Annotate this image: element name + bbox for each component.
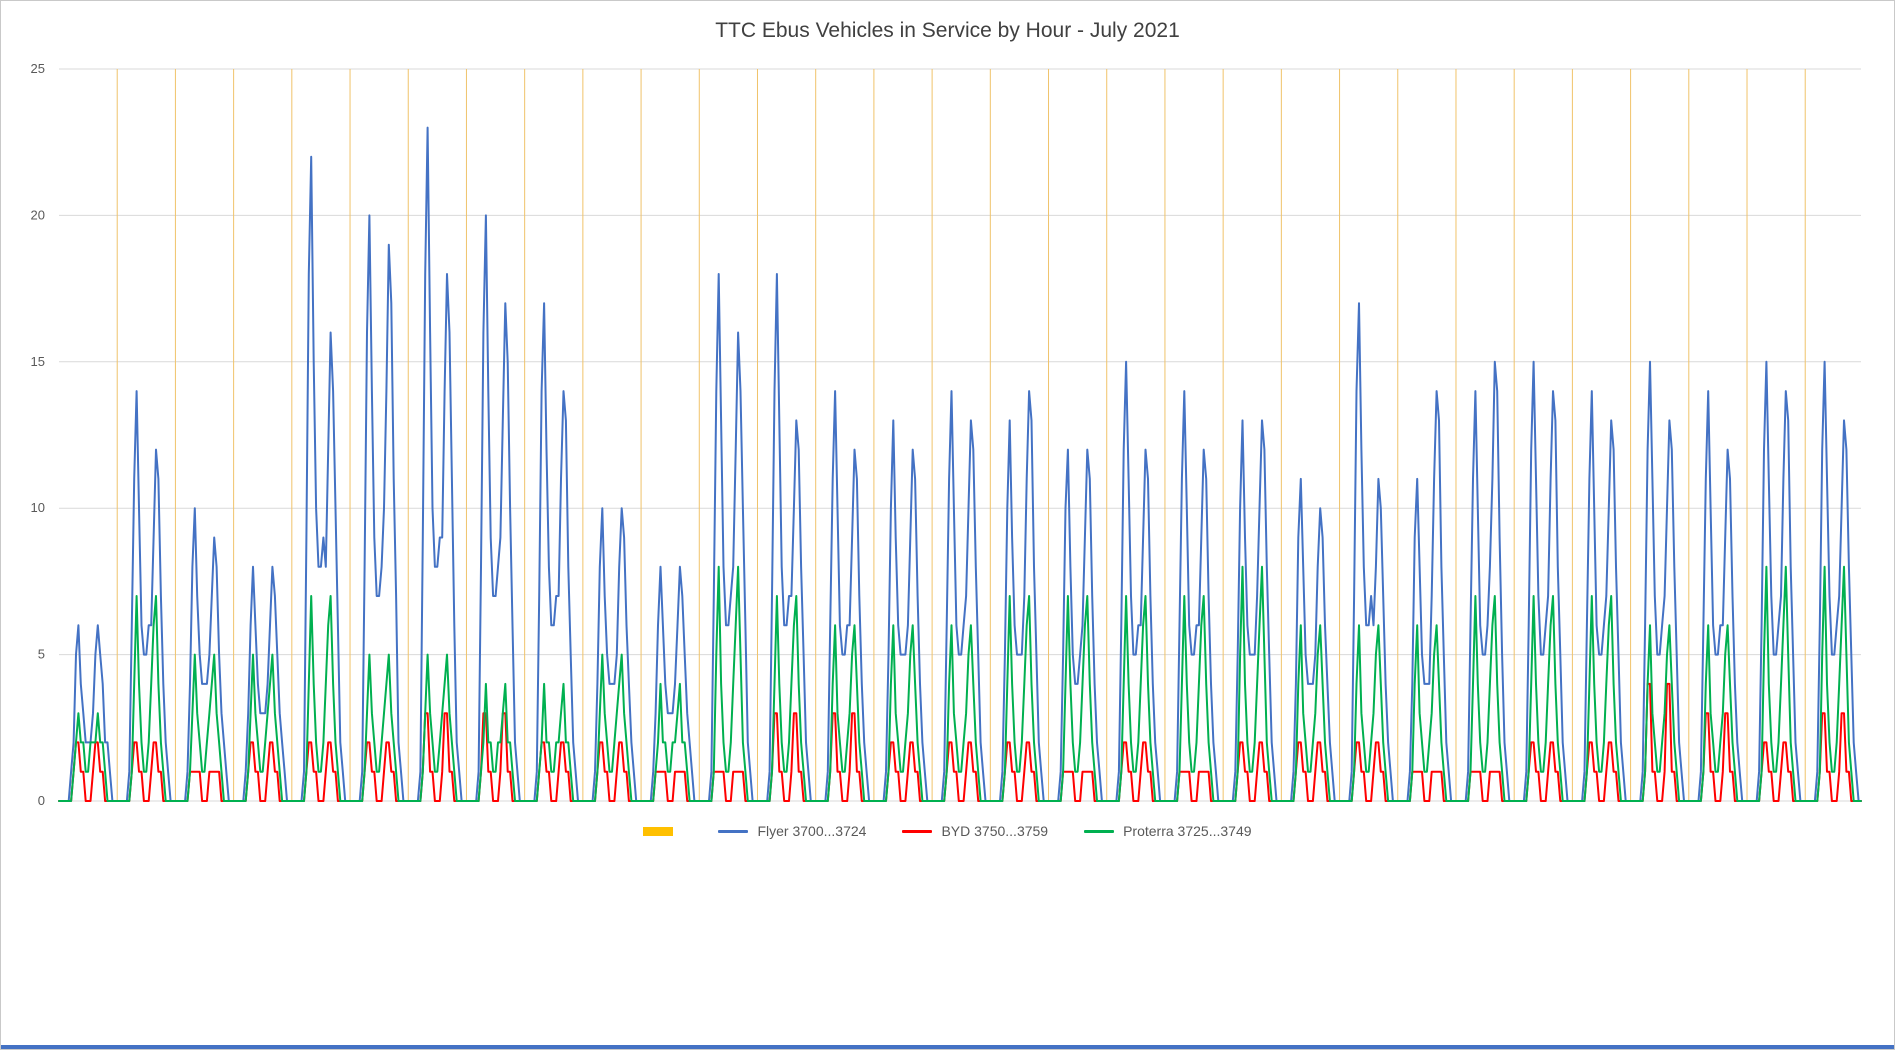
y-axis-tick-label: 20 xyxy=(31,207,45,222)
legend-label-proterra: Proterra 3725...3749 xyxy=(1123,823,1252,839)
plot-area: 0 5 10 15 20 25 xyxy=(31,61,1862,808)
legend-swatch-orange xyxy=(643,826,674,836)
legend-swatch-flyer xyxy=(718,829,749,833)
y-axis-tick-label: 0 xyxy=(38,793,45,808)
bottom-window-edge xyxy=(1,1045,1894,1049)
legend: Flyer 3700...3724 BYD 3750...3759 Proter… xyxy=(1,823,1894,839)
legend-swatch-byd xyxy=(902,829,933,833)
legend-swatch-proterra xyxy=(1084,829,1115,833)
legend-item-day-marker[interactable] xyxy=(643,826,682,836)
series-line-flyer xyxy=(58,126,1862,802)
legend-item-proterra[interactable]: Proterra 3725...3749 xyxy=(1084,823,1252,839)
y-axis-tick-label: 10 xyxy=(31,500,45,515)
chart-title: TTC Ebus Vehicles in Service by Hour - J… xyxy=(715,19,1180,42)
y-axis-tick-label: 15 xyxy=(31,354,45,369)
legend-label-flyer: Flyer 3700...3724 xyxy=(757,823,867,839)
y-axis-tick-label: 25 xyxy=(31,61,45,76)
legend-item-flyer[interactable]: Flyer 3700...3724 xyxy=(718,823,866,839)
y-axis-tick-label: 5 xyxy=(38,647,45,662)
legend-item-byd[interactable]: BYD 3750...3759 xyxy=(902,823,1048,839)
series-line-proterra xyxy=(58,565,1862,802)
series-line-byd xyxy=(58,682,1862,802)
legend-label-byd: BYD 3750...3759 xyxy=(941,823,1049,839)
